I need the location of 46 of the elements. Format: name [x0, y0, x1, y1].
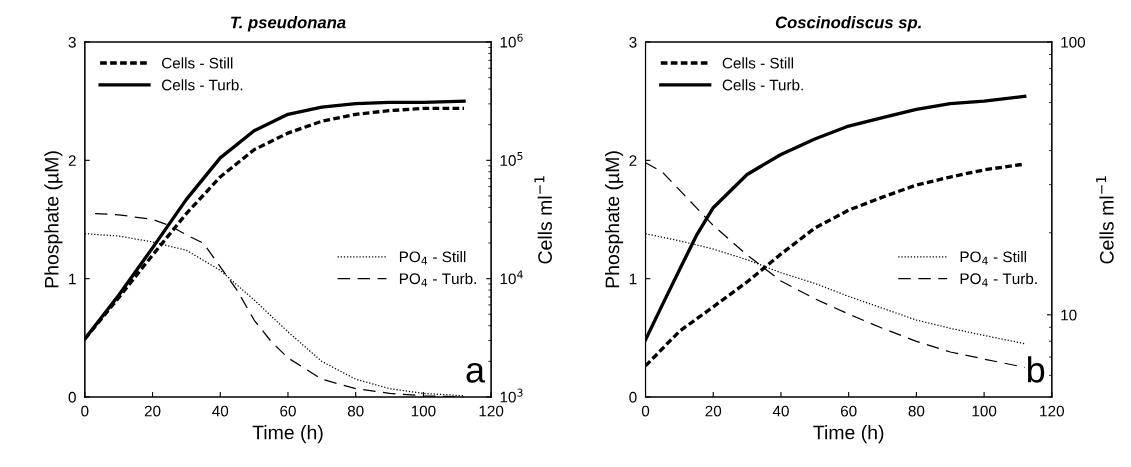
- y-tick-label: 0: [629, 391, 637, 403]
- y2-axis-title: Cells ml$^{−1}$: [1096, 176, 1114, 264]
- x-tick-label: 20: [705, 405, 722, 417]
- x-tick-label: 0: [81, 405, 89, 417]
- y-tick-label: 1: [629, 273, 637, 285]
- legend-label: Cells - Turb.: [161, 79, 243, 91]
- y-tick-label: 3: [68, 36, 76, 48]
- y2-tick-label: 10$^{5}$: [500, 152, 523, 166]
- legend-label: PO$_{4}$ - Still: [960, 251, 1027, 265]
- y2-tick-label: 10$^{6}$: [500, 33, 523, 48]
- legend-label: PO$_{4}$ - Turb.: [399, 272, 476, 287]
- y2-tick-label: 100: [1061, 36, 1086, 48]
- y-tick-label: 3: [629, 36, 637, 48]
- y-tick-label: 2: [68, 155, 76, 166]
- x-tick-label: 80: [347, 405, 364, 417]
- y2-tick-label: 10$^{3}$: [500, 388, 523, 403]
- x-tick-label: 60: [280, 405, 296, 417]
- legend-label: Cells - Still: [161, 57, 233, 69]
- y-tick-label: 0: [68, 391, 76, 403]
- y2-tick-label: 10: [1061, 309, 1077, 321]
- y2-tick-label: 10$^{4}$: [500, 270, 523, 285]
- y-tick-label: 1: [69, 273, 76, 285]
- legend-label: PO$_{4}$ - Still: [399, 251, 466, 265]
- y-axis-title: Phosphate (µM): [605, 151, 624, 288]
- x-tick-label: 40: [212, 405, 229, 417]
- x-axis-title: Time (h): [252, 425, 323, 444]
- y2-axis-title: Cells ml$^{−1}$: [534, 176, 552, 264]
- x-tick-label: 60: [840, 405, 857, 417]
- x-tick-label: 40: [772, 405, 789, 417]
- annotation: a: [466, 362, 486, 383]
- chart-title: Coscinodiscus sp.: [775, 16, 921, 32]
- y-axis-title: Phosphate (µM): [44, 151, 63, 288]
- chart-title: T. pseudonana: [230, 16, 346, 32]
- y-tick-label: 2: [629, 155, 637, 166]
- legend-label: PO$_{4}$ - Turb.: [960, 272, 1037, 287]
- x-tick-label: 80: [908, 405, 925, 417]
- x-tick-label: 20: [144, 405, 161, 417]
- x-tick-label: 100: [972, 405, 997, 417]
- annotation: b: [1027, 356, 1045, 383]
- x-axis-title: Time (h): [813, 425, 884, 444]
- x-tick-label: 0: [641, 405, 650, 417]
- x-tick-label: 120: [1040, 405, 1064, 417]
- x-tick-label: 120: [479, 405, 504, 417]
- x-tick-label: 100: [411, 405, 436, 417]
- legend-label: Cells - Turb.: [722, 79, 803, 91]
- legend-label: Cells - Still: [722, 57, 794, 69]
